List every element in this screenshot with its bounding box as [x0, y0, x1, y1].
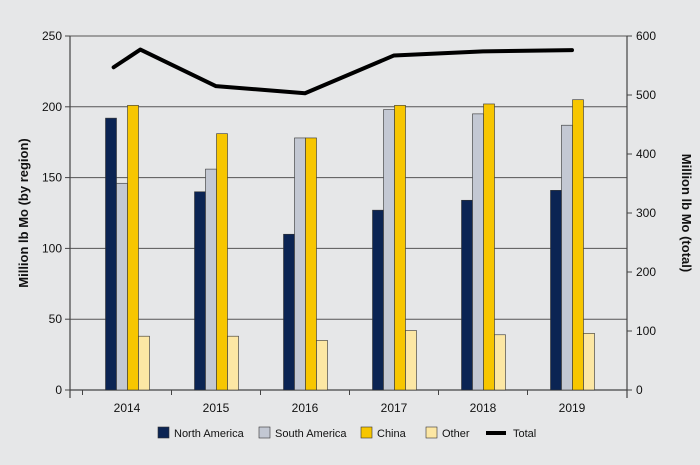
- bar-north-america: [105, 117, 117, 391]
- bar-china: [483, 103, 495, 391]
- bar-other: [138, 335, 150, 391]
- y-tick-label-left: 250: [42, 29, 62, 43]
- y-tick-label-right: 200: [636, 265, 656, 279]
- y-tick-label-left: 50: [49, 312, 63, 326]
- y-tick-label-right: 600: [636, 29, 656, 43]
- legend-swatch: [258, 426, 271, 439]
- y-tick-label-right: 400: [636, 147, 656, 161]
- legend-label: China: [377, 428, 407, 440]
- bar-china: [305, 137, 317, 391]
- legend-swatch: [157, 426, 170, 439]
- x-tick-label: 2015: [203, 401, 230, 415]
- bar-china: [572, 99, 584, 391]
- y-tick-label-left: 100: [42, 241, 62, 255]
- bar-other: [583, 333, 595, 391]
- y-tick-label-left: 0: [55, 383, 62, 397]
- y-tick-label-left: 150: [42, 171, 62, 185]
- legend-label: North America: [174, 428, 245, 440]
- bar-south-america: [116, 182, 128, 391]
- bar-north-america: [461, 199, 473, 391]
- bar-other: [227, 335, 239, 391]
- bar-china: [127, 105, 139, 391]
- x-tick-label: 2019: [559, 401, 586, 415]
- y-tick-label-right: 300: [636, 206, 656, 220]
- x-tick-label: 2016: [292, 401, 319, 415]
- legend-swatch: [360, 426, 373, 439]
- bar-north-america: [372, 209, 384, 391]
- bar-north-america: [283, 233, 295, 391]
- bar-south-america: [383, 109, 395, 391]
- total-line: [111, 47, 574, 96]
- bar-south-america: [294, 137, 306, 391]
- bar-other: [405, 330, 417, 391]
- bar-south-america: [205, 168, 217, 391]
- x-tick-label: 2014: [114, 401, 141, 415]
- y-axis-title-left: Million lb Mo (by region): [16, 138, 31, 287]
- y-axis-title-right: Million lb Mo (total): [679, 154, 694, 272]
- bar-other: [316, 340, 328, 391]
- bar-china: [216, 133, 228, 391]
- legend-label: Total: [513, 428, 536, 440]
- legend-label: South America: [275, 428, 347, 440]
- y-tick-label-right: 500: [636, 88, 656, 102]
- y-tick-label-right: 0: [636, 383, 643, 397]
- x-tick-label: 2018: [470, 401, 497, 415]
- bar-north-america: [194, 191, 206, 391]
- bar-other: [494, 334, 506, 391]
- legend-label: Other: [442, 428, 470, 440]
- y-tick-label-right: 100: [636, 324, 656, 338]
- bar-china: [394, 105, 406, 391]
- bar-north-america: [550, 190, 562, 391]
- bar-south-america: [472, 113, 484, 391]
- legend-swatch: [425, 426, 438, 439]
- y-tick-label-left: 200: [42, 100, 62, 114]
- bar-south-america: [561, 124, 573, 391]
- x-tick-label: 2017: [381, 401, 408, 415]
